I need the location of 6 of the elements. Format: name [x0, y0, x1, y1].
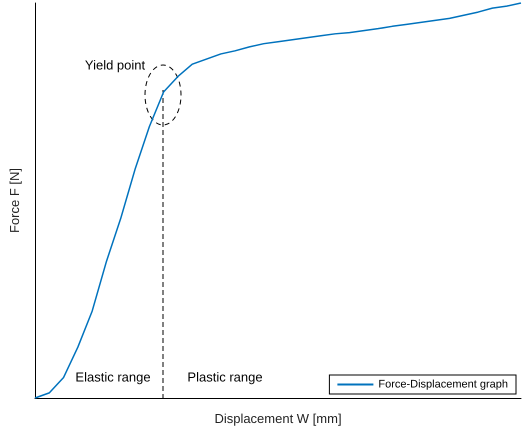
annotation: Elastic range: [75, 370, 151, 384]
legend-label: Force-Displacement graph: [378, 378, 508, 390]
annotation: Yield point: [84, 58, 146, 72]
x-axis-title: Displacement W [mm]: [214, 411, 342, 426]
annotation: Plastic range: [187, 370, 263, 384]
y-axis-title: Force F [N]: [7, 168, 22, 234]
